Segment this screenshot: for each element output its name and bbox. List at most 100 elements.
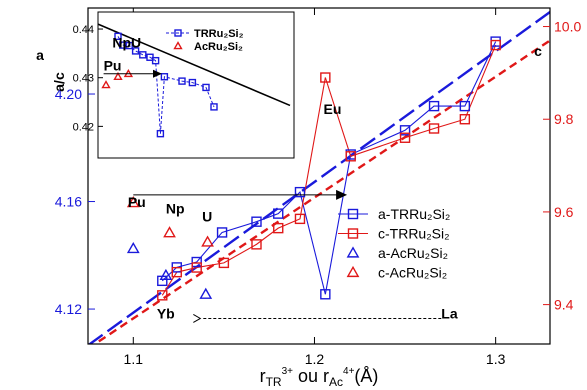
inset-legend-marker-0 bbox=[174, 29, 182, 37]
annotation-arrows bbox=[133, 189, 442, 323]
element-label-pu: Pu bbox=[128, 194, 146, 210]
legend-label-2: a-AcRu₂Si₂ bbox=[378, 245, 448, 261]
series-0-point-5 bbox=[273, 208, 284, 219]
inset-series-line-0 bbox=[117, 36, 215, 134]
series-0-point-10 bbox=[428, 100, 440, 112]
inset-legend-label-1: AcRu₂Si₂ bbox=[194, 41, 243, 53]
y-left-tick-label-0: 4.12 bbox=[55, 301, 82, 317]
series-3-point-0 bbox=[126, 196, 140, 208]
legend-label-0: a-TRRu₂Si₂ bbox=[378, 206, 450, 222]
series-0-point-6 bbox=[294, 186, 306, 198]
element-label-eu: Eu bbox=[324, 101, 342, 117]
legend-marker-1 bbox=[347, 228, 359, 239]
inset-series-0-point-11 bbox=[202, 83, 210, 92]
inset-series-0-point-9 bbox=[178, 77, 186, 85]
legend-label-1: c-TRRu₂Si₂ bbox=[378, 226, 450, 242]
main-axes: 1.1 1.2 1.3 4.12 4.16 4.20 9.4 9.6 9.8 10.0 a c rTR3… bbox=[36, 7, 581, 389]
x-tick-label-2: 1.3 bbox=[486, 351, 506, 367]
y-right-tick-label-1: 9.6 bbox=[554, 204, 574, 220]
legend-marker-3 bbox=[346, 265, 360, 278]
inset-series-0-point-12 bbox=[210, 103, 218, 111]
series-0-point-11 bbox=[459, 100, 471, 112]
inset-fit-line bbox=[98, 23, 291, 107]
inset-element-label-0: Pu bbox=[104, 57, 122, 73]
x-tick-label-1: 1.2 bbox=[305, 351, 325, 367]
element-label-np: Np bbox=[166, 201, 185, 217]
inset-series-0-point-0 bbox=[114, 32, 122, 41]
series-2-point-0 bbox=[126, 241, 140, 254]
plot-frame bbox=[87, 7, 551, 345]
legend: a-TRRu₂Si₂ c-TRRu₂Si₂ a-AcRu₂Si₂ c-AcRu₂Si₂ bbox=[338, 206, 450, 281]
series-0-point-7 bbox=[320, 289, 331, 300]
inset-element-label-1: NpU bbox=[112, 35, 141, 51]
x-label-sup2: 4+ bbox=[343, 366, 355, 377]
legend-marker-0 bbox=[347, 208, 359, 220]
series-markers bbox=[126, 36, 501, 301]
series-1-point-6 bbox=[294, 213, 306, 225]
inset-plot bbox=[98, 23, 291, 138]
x-label-sub2: Ac bbox=[329, 375, 343, 389]
series-0-point-4 bbox=[251, 216, 262, 227]
series-0-point-2 bbox=[191, 256, 202, 268]
series-1-point-1 bbox=[171, 266, 182, 278]
inset-series-0-point-8 bbox=[160, 73, 169, 81]
series-1-point-8 bbox=[345, 151, 356, 162]
inset-series-1-point-0 bbox=[101, 80, 111, 89]
inset-y-axis-label: a/c bbox=[51, 72, 67, 92]
inset-y-tick-label-2: 0.44 bbox=[73, 24, 94, 36]
inset-legend-label-0: TRRu₂Si₂ bbox=[194, 28, 244, 40]
inset-series-1-point-1 bbox=[113, 71, 123, 81]
x-label-sup1: 3+ bbox=[282, 366, 294, 377]
y-right-tick-label-2: 9.8 bbox=[554, 111, 574, 127]
x-tick-label-0: 1.1 bbox=[124, 351, 144, 367]
series-1-point-5 bbox=[273, 222, 284, 234]
inset-arrow-head bbox=[153, 69, 162, 78]
x-label-mid: ou r bbox=[293, 366, 329, 386]
inset-y-tick-label-1: 0.43 bbox=[73, 73, 94, 85]
series-line-1 bbox=[161, 44, 497, 296]
series-line-0 bbox=[161, 41, 497, 295]
arrow-head-1 bbox=[193, 314, 202, 323]
series-1-point-3 bbox=[218, 257, 230, 269]
y-left-axis-label: a bbox=[36, 47, 44, 63]
inset-series-0-point-2 bbox=[125, 41, 133, 50]
inset-legend-marker-1 bbox=[173, 41, 183, 50]
inset-series-0-point-6 bbox=[151, 56, 160, 65]
inset-series-0-point-4 bbox=[139, 51, 147, 59]
series-3-point-2 bbox=[201, 235, 214, 247]
y-right-tick-label-0: 9.4 bbox=[554, 297, 574, 313]
x-label-sub1: TR bbox=[266, 375, 282, 389]
series-1-point-2 bbox=[191, 262, 202, 273]
y-left-tick-label-2: 4.20 bbox=[55, 86, 82, 102]
series-1-point-9 bbox=[399, 132, 411, 143]
x-label-tail: (Å) bbox=[354, 366, 378, 386]
x-axis-label: rTR3+ ou rAc4+(Å) bbox=[260, 366, 379, 389]
series-1-point-11 bbox=[459, 114, 471, 125]
series-1-point-4 bbox=[251, 239, 262, 250]
series-3-point-1 bbox=[163, 226, 176, 238]
y-right-tick-label-3: 10.0 bbox=[554, 19, 581, 35]
series-1-point-10 bbox=[428, 123, 440, 134]
inset-series-0-point-3 bbox=[131, 47, 140, 55]
legend-marker-2 bbox=[346, 246, 360, 258]
series-0-point-9 bbox=[399, 125, 411, 136]
series-0-point-3 bbox=[216, 227, 228, 238]
inset-y-tick-label-0: 0.42 bbox=[73, 121, 94, 133]
element-label-u: U bbox=[202, 209, 212, 225]
series-1-point-0 bbox=[157, 290, 168, 301]
inset-series-0-point-10 bbox=[188, 78, 197, 87]
y-right-axis-label: c bbox=[534, 43, 542, 59]
series-1-point-12 bbox=[490, 39, 501, 51]
arrow-head-0 bbox=[336, 189, 348, 200]
y-left-tick-label-1: 4.16 bbox=[55, 194, 82, 210]
legend-label-3: c-AcRu₂Si₂ bbox=[378, 265, 447, 281]
inset-series-0-point-7 bbox=[156, 129, 165, 138]
series-2-point-1 bbox=[159, 268, 173, 281]
series-2-point-2 bbox=[199, 287, 213, 299]
element-label-la: La bbox=[441, 305, 458, 321]
series-lines bbox=[161, 41, 497, 296]
x-label-r1: r bbox=[260, 366, 266, 386]
element-labels: Eu Pu Np U Yb La bbox=[128, 101, 458, 321]
